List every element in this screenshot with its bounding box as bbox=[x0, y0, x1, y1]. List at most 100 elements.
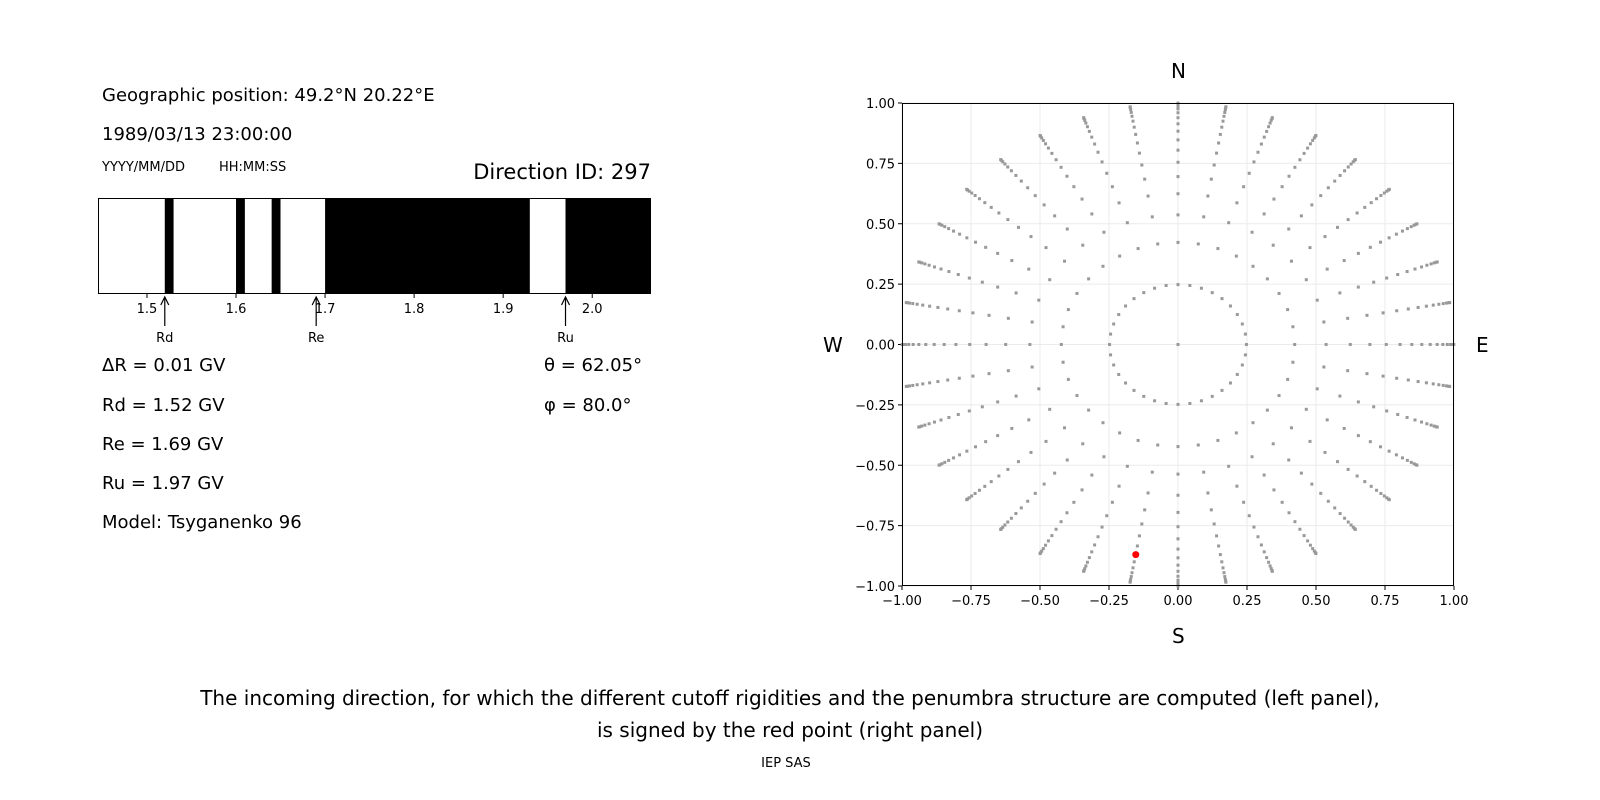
x-tick-label: 1.00 bbox=[1440, 594, 1469, 609]
direction-point bbox=[1128, 580, 1132, 584]
direction-point bbox=[1223, 577, 1227, 581]
direction-point bbox=[1262, 135, 1266, 139]
direction-point bbox=[1221, 119, 1225, 123]
direction-point bbox=[1287, 458, 1291, 462]
direction-point bbox=[1016, 225, 1020, 229]
direction-point bbox=[1065, 511, 1069, 515]
direction-point bbox=[1027, 418, 1031, 422]
penumbra-segment-allowed bbox=[98, 198, 165, 294]
direction-point bbox=[943, 460, 947, 464]
theta-value: θ = 62.05° bbox=[544, 355, 643, 376]
direction-point bbox=[1428, 343, 1432, 346]
direction-point bbox=[973, 445, 977, 449]
direction-point bbox=[1081, 442, 1085, 446]
y-tick-label: −0.75 bbox=[855, 520, 895, 535]
arrow-head-icon bbox=[311, 295, 321, 306]
direction-point bbox=[1220, 297, 1224, 301]
direction-point bbox=[965, 449, 969, 453]
direction-point bbox=[1348, 343, 1352, 346]
x-tick-label: 1.5 bbox=[137, 302, 158, 317]
direction-point bbox=[1006, 316, 1010, 320]
direction-point bbox=[1256, 535, 1260, 539]
direction-id: Direction ID: 297 bbox=[473, 160, 651, 184]
direction-point bbox=[1287, 227, 1291, 231]
direction-point bbox=[1235, 201, 1239, 205]
direction-point bbox=[1142, 291, 1146, 295]
direction-point bbox=[1081, 243, 1085, 247]
direction-point bbox=[1176, 122, 1180, 126]
datetime: 1989/03/13 23:00:00 bbox=[102, 124, 293, 145]
direction-point bbox=[1252, 525, 1256, 529]
direction-point bbox=[1424, 381, 1428, 385]
penumbra-segment-allowed bbox=[173, 198, 237, 294]
direction-point bbox=[971, 311, 975, 315]
direction-point bbox=[917, 343, 921, 346]
direction-point bbox=[1363, 480, 1367, 484]
direction-point bbox=[927, 422, 931, 426]
direction-point bbox=[1259, 142, 1263, 146]
direction-point bbox=[1037, 387, 1041, 391]
direction-point bbox=[1054, 527, 1058, 531]
direction-point bbox=[1176, 402, 1180, 406]
direction-point bbox=[1398, 343, 1402, 346]
direction-point bbox=[1176, 104, 1180, 108]
direction-point bbox=[1044, 439, 1048, 443]
direction-point bbox=[1061, 325, 1065, 329]
y-tick-label: −0.25 bbox=[855, 399, 895, 414]
direction-point bbox=[903, 343, 907, 346]
direction-point bbox=[1059, 343, 1063, 346]
marker-label-ru: Ru bbox=[557, 331, 574, 346]
direction-point bbox=[1277, 394, 1281, 398]
direction-point bbox=[1432, 424, 1436, 428]
y-tick-label: −1.00 bbox=[855, 580, 895, 595]
direction-point bbox=[1311, 138, 1315, 142]
direction-point bbox=[1270, 116, 1274, 120]
direction-point bbox=[1156, 242, 1160, 246]
direction-point bbox=[1441, 302, 1445, 306]
direction-point bbox=[1209, 508, 1213, 512]
direction-point bbox=[1136, 247, 1140, 251]
direction-point bbox=[1432, 261, 1436, 265]
direction-point bbox=[1353, 158, 1357, 162]
direction-point bbox=[1176, 547, 1180, 551]
direction-point bbox=[904, 301, 908, 305]
direction-point bbox=[1129, 577, 1133, 581]
direction-point bbox=[1072, 185, 1076, 189]
direction-point bbox=[947, 227, 951, 231]
direction-point bbox=[1336, 460, 1340, 464]
direction-point bbox=[1014, 291, 1018, 295]
direction-point bbox=[1405, 458, 1409, 462]
credit: IEP SAS bbox=[761, 756, 811, 771]
direction-point bbox=[1046, 146, 1050, 150]
direction-point bbox=[1289, 426, 1293, 430]
direction-point bbox=[1188, 284, 1192, 288]
direction-point bbox=[1234, 254, 1238, 258]
direction-point bbox=[1102, 230, 1106, 234]
direction-point bbox=[970, 191, 974, 195]
direction-point bbox=[1202, 215, 1206, 219]
direction-point bbox=[980, 405, 984, 409]
direction-point bbox=[917, 260, 921, 264]
direction-point bbox=[977, 488, 981, 492]
direction-point bbox=[1109, 332, 1113, 336]
direction-point bbox=[1212, 522, 1216, 526]
direction-point bbox=[967, 496, 971, 500]
direction-point bbox=[1435, 260, 1439, 264]
direction-point bbox=[1176, 493, 1180, 497]
direction-point bbox=[1262, 212, 1266, 216]
selected-direction-point bbox=[1132, 551, 1140, 559]
direction-point bbox=[1093, 543, 1097, 547]
direction-point bbox=[924, 343, 928, 346]
direction-point bbox=[984, 440, 988, 444]
direction-point bbox=[1164, 401, 1168, 405]
direction-point bbox=[1379, 194, 1383, 198]
direction-point bbox=[1218, 132, 1222, 136]
direction-point bbox=[1061, 360, 1065, 364]
direction-point bbox=[1053, 471, 1057, 475]
direction-point bbox=[915, 383, 919, 387]
direction-point bbox=[1041, 547, 1045, 551]
direction-point bbox=[1227, 464, 1231, 468]
direction-point bbox=[1396, 412, 1400, 416]
direction-point bbox=[1212, 163, 1216, 167]
